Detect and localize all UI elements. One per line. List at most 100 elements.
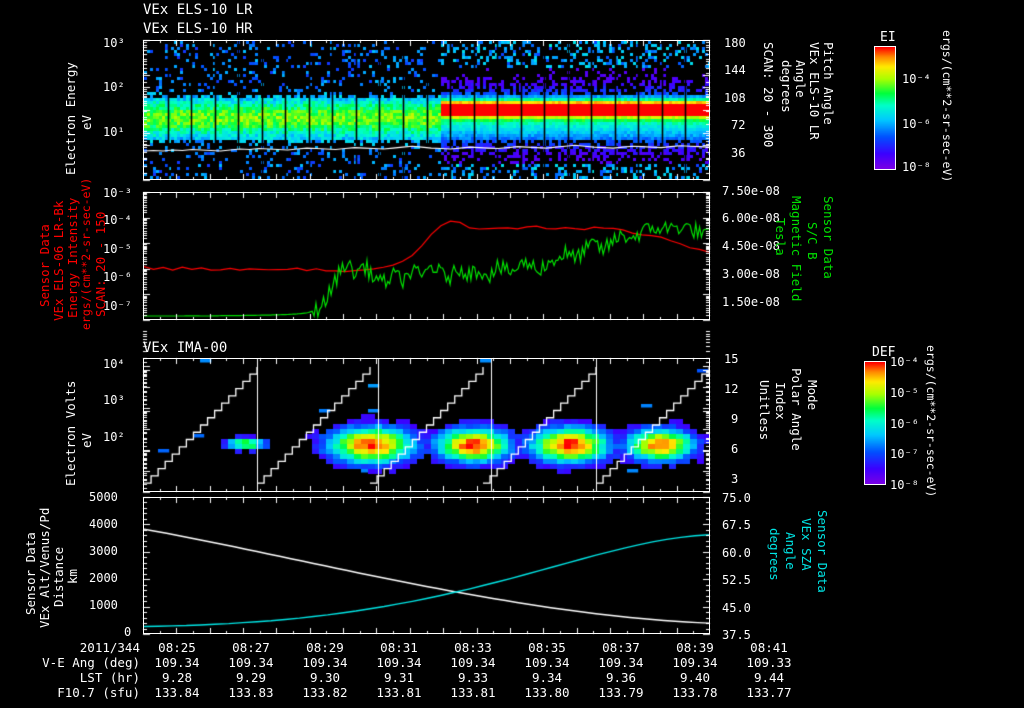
ve-ang-cell-3: 109.34 [376, 655, 422, 670]
panel1-rtick-2: 108 [724, 91, 746, 105]
panel4-rtick-3: 52.5 [722, 573, 751, 587]
table-row-lst: LST (hr) 9.28 9.29 9.30 9.31 9.33 9.34 9… [10, 670, 806, 685]
table-row-time: 2011/344 08:25 08:27 08:29 08:31 08:33 0… [10, 640, 806, 655]
panel1-rtick-0: 180 [724, 36, 746, 50]
panel4-left-label-sensor: Sensor Data [23, 532, 38, 615]
panel4-ltick-4: 1000 [89, 598, 118, 612]
panel3-left-axis-label-2: eV [79, 432, 94, 448]
time-cell-1: 08:27 [232, 640, 270, 655]
panel3-right-label-index: Index [773, 382, 788, 420]
panel-ima-spectrogram[interactable] [143, 358, 710, 492]
panel2-right-label-source: S/C B [805, 222, 820, 260]
lst-cell-0: 9.28 [161, 670, 193, 685]
f107-cell-6: 133.79 [598, 685, 644, 700]
panel4-right-label-quantity: Angle [783, 532, 798, 570]
panel1-rtick-1: 144 [724, 63, 746, 77]
panel3-right-label-polar: Polar Angle [789, 368, 804, 451]
ve-ang-cell-5: 109.34 [524, 655, 570, 670]
row-label-lst: LST (hr) [79, 670, 140, 685]
panel2-left-label-instrument: VEx ELS-06 LR-Bk [51, 200, 66, 321]
panel4-ltick-2: 3000 [89, 544, 118, 558]
lst-cell-7: 9.40 [679, 670, 711, 685]
panel-intensity-bfield[interactable] [143, 192, 710, 320]
panel1-rtick-4: 36 [731, 146, 746, 160]
panel3-ltick-1: 10³ [103, 393, 125, 407]
panel2-left-label-scan: SCAN: 20 - 150 [93, 211, 108, 317]
panel2-ltick-0: 10⁻³ [103, 186, 132, 200]
colorbar2-tick-2: 10⁻⁶ [890, 417, 919, 431]
lst-cell-2: 9.30 [309, 670, 341, 685]
time-cell-8: 08:41 [750, 640, 788, 655]
panel2-left-label-sensor: Sensor Data [37, 224, 52, 307]
panel3-rtick-4: 3 [731, 472, 739, 486]
lst-cell-8: 9.44 [753, 670, 785, 685]
f107-cell-1: 133.83 [228, 685, 274, 700]
panel1-ytick-2: 10¹ [103, 125, 125, 139]
colorbar2-tick-1: 10⁻⁵ [890, 386, 919, 400]
panel2-rtick-2: 4.50e-08 [722, 239, 780, 253]
colorbar2-tick-4: 10⁻⁸ [890, 478, 919, 492]
panel1-right-label-angle: Angle [793, 60, 808, 98]
panel4-right-label-sensor: Sensor Data [815, 510, 830, 593]
time-cell-4: 08:33 [454, 640, 492, 655]
time-cell-5: 08:35 [528, 640, 566, 655]
table-row-f107: F10.7 (sfu) 133.84 133.83 133.82 133.81 … [10, 685, 806, 700]
row-label-date: 2011/344 [79, 640, 140, 655]
colorbar-ei[interactable] [874, 46, 896, 170]
time-cell-2: 08:29 [306, 640, 344, 655]
panel1-right-label-pitch: Pitch Angle [821, 42, 836, 125]
f107-cell-7: 133.78 [672, 685, 718, 700]
panel3-rtick-1: 12 [724, 382, 739, 396]
panel4-ltick-1: 4000 [89, 517, 118, 531]
panel1-left-axis-label-2: eV [79, 114, 94, 130]
panel4-ltick-5: 0 [124, 625, 132, 639]
panel3-rtick-3: 6 [731, 442, 739, 456]
panel1-left-axis-label-1: Electron Energy [63, 62, 78, 175]
time-cell-7: 08:39 [676, 640, 714, 655]
panel2-left-label-quantity: Energy Intensity [65, 197, 80, 318]
panel1-right-label-scan: SCAN: 20 - 300 [761, 42, 776, 148]
panel3-rtick-2: 9 [731, 412, 739, 426]
panel1-title-lr: VEx ELS-10 LR [143, 2, 253, 18]
panel1-ytick-1: 10² [103, 80, 125, 94]
panel4-ltick-3: 2000 [89, 571, 118, 585]
panel4-ltick-0: 5000 [89, 490, 118, 504]
colorbar2-units: ergs/(cm**2-sr-sec-eV) [924, 345, 938, 498]
panel2-rtick-1: 6.00e-08 [722, 211, 780, 225]
lst-cell-1: 9.29 [235, 670, 267, 685]
panel4-rtick-2: 60.0 [722, 546, 751, 560]
panel4-right-label-units: degrees [767, 528, 782, 581]
lst-cell-5: 9.34 [531, 670, 563, 685]
f107-cell-5: 133.80 [524, 685, 570, 700]
panel2-right-label-sensor: Sensor Data [821, 196, 836, 279]
panel2-right-label-quantity: Magnetic Field [789, 196, 804, 302]
f107-cell-4: 133.81 [450, 685, 496, 700]
panel1-right-label-instrument: VEx ELS-10 LR [807, 42, 822, 140]
f107-cell-0: 133.84 [154, 685, 200, 700]
colorbar1-name: EI [880, 30, 896, 45]
lst-cell-3: 9.31 [383, 670, 415, 685]
panel3-left-axis-label-1: Electron Volts [63, 380, 78, 486]
panel3-rtick-0: 15 [724, 352, 739, 366]
panel3-title: VEx IMA-00 [143, 340, 228, 356]
time-cell-3: 08:31 [380, 640, 418, 655]
bottom-info-table: 2011/344 08:25 08:27 08:29 08:31 08:33 0… [10, 640, 806, 700]
panel4-rtick-4: 45.0 [722, 601, 751, 615]
ve-ang-cell-6: 109.34 [598, 655, 644, 670]
panel2-rtick-0: 7.50e-08 [722, 184, 780, 198]
panel1-rtick-3: 72 [731, 118, 746, 132]
panel2-rtick-4: 1.50e-08 [722, 295, 780, 309]
panel-altitude-sza[interactable] [143, 497, 710, 634]
ve-ang-cell-0: 109.34 [154, 655, 200, 670]
panel4-left-label-source: VEx Alt/Venus/Pd [37, 507, 52, 628]
colorbar1-units: ergs/(cm**2-sr-sec-eV) [940, 30, 954, 183]
f107-cell-8: 133.77 [746, 685, 792, 700]
f107-cell-3: 133.81 [376, 685, 422, 700]
panel2-left-label-units: ergs/(cm**2-sr-sec-eV) [79, 177, 93, 330]
f107-cell-2: 133.82 [302, 685, 348, 700]
table-row-ve-ang: V-E Ang (deg) 109.34 109.34 109.34 109.3… [10, 655, 806, 670]
colorbar-def[interactable] [864, 361, 886, 485]
panel-els-spectrogram[interactable] [143, 40, 710, 180]
lst-cell-4: 9.33 [457, 670, 489, 685]
